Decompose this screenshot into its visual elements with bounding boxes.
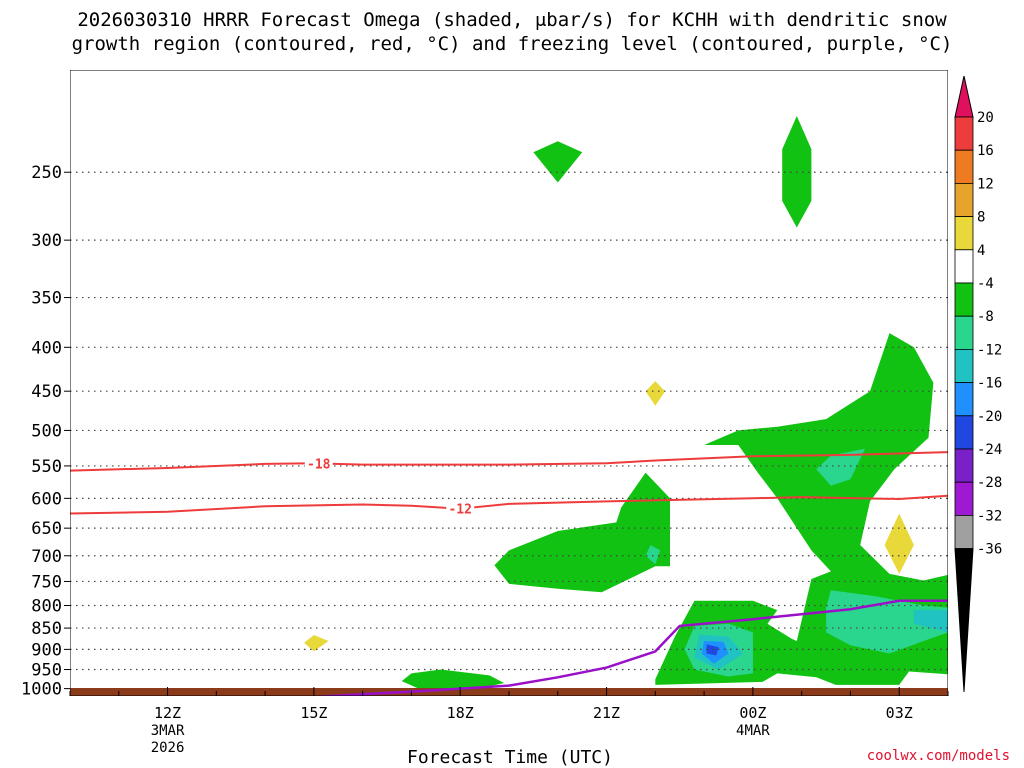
- y-tick-label-500: 500: [31, 421, 62, 441]
- y-tick-label-250: 250: [31, 163, 62, 183]
- colorbar-cell-5: [954, 282, 974, 317]
- colorbar-cell-10: [954, 448, 974, 483]
- y-tick-label-700: 700: [31, 547, 62, 567]
- y-tick-label-1000: 1000: [21, 680, 62, 700]
- credit-text: coolwx.com/models: [866, 748, 1010, 764]
- pressure-gridlines: [70, 171, 948, 690]
- y-tick-label-300: 300: [31, 231, 62, 251]
- colorbar-label-3: 8: [977, 210, 985, 226]
- x-axis-label: Forecast Time (UTC): [407, 747, 613, 768]
- y-tick-label-800: 800: [31, 597, 62, 617]
- colorbar-label-9: -20: [977, 409, 1002, 425]
- x-tick-label-12Z: 12Z: [154, 704, 181, 722]
- y-tick-label-400: 400: [31, 338, 62, 358]
- colorbar-label-7: -12: [977, 342, 1002, 358]
- omega-region-7: [494, 472, 670, 593]
- colorbar-cell-4: [954, 249, 974, 284]
- colorbar-cell-12: [954, 515, 974, 550]
- omega-region-8: [645, 545, 661, 565]
- colorbar-cell-3: [954, 216, 974, 251]
- colorbar-cell-11: [954, 481, 974, 516]
- colorbar-cell-0: [954, 116, 974, 151]
- y-tick-label-450: 450: [31, 382, 62, 402]
- dgz-label-18: -18: [307, 457, 331, 472]
- colorbar-cell-top: [954, 75, 974, 118]
- omega-shading-layer: [109, 116, 948, 695]
- y-tick-label-650: 650: [31, 519, 62, 539]
- colorbar-cell-bottom: [954, 548, 974, 693]
- colorbar-legend: 20 16 12 8 4 -4 -8 -12 -16 -20 -24 -28 -32 -36: [954, 75, 1002, 693]
- colorbar-cell-6: [954, 315, 974, 350]
- x-date-label-3MAR: 3MAR: [151, 723, 185, 739]
- omega-region-0: [533, 141, 583, 183]
- plot-area: -18 -12: [70, 70, 948, 696]
- y-tick-label-550: 550: [31, 457, 62, 477]
- colorbar-label-12: -32: [977, 508, 1002, 524]
- colorbar-cell-1: [954, 149, 974, 184]
- y-tick-label-600: 600: [31, 489, 62, 509]
- x-tick-label-15Z: 15Z: [300, 704, 327, 722]
- omega-region-4: [884, 513, 914, 574]
- dgz-contour-18: [70, 451, 948, 472]
- x-year-label-2026: 2026: [151, 740, 185, 756]
- colorbar-label-8: -16: [977, 376, 1002, 392]
- dgz-label-12: -12: [448, 503, 471, 518]
- dgz-contour-12: [70, 494, 948, 515]
- y-tick-label-900: 900: [31, 640, 62, 660]
- colorbar-cell-8: [954, 382, 974, 417]
- x-tick-label-03Z: 03Z: [886, 704, 913, 722]
- colorbar-label-4: 4: [977, 243, 985, 259]
- pressure-axis: 2503003504004505005506006507007508008509…: [21, 163, 70, 700]
- colorbar-label-10: -24: [977, 442, 1002, 458]
- x-tick-label-00Z: 00Z: [739, 704, 766, 722]
- omega-region-10: [816, 448, 866, 486]
- y-tick-label-750: 750: [31, 572, 62, 592]
- x-date-label-4MAR: 4MAR: [736, 723, 770, 739]
- dgz-label-bg-12: [446, 501, 475, 516]
- y-tick-label-350: 350: [31, 289, 62, 309]
- colorbar-cell-2: [954, 182, 974, 217]
- colorbar-label-6: -8: [977, 309, 994, 325]
- colorbar-label-11: -28: [977, 475, 1002, 491]
- chart-title-line-2: growth region (contoured, red, °C) and f…: [71, 33, 953, 55]
- colorbar-label-1: 16: [977, 143, 994, 159]
- chart-title-line-1: 2026030310 HRRR Forecast Omega (shaded, …: [77, 9, 947, 31]
- omega-region-3: [304, 635, 329, 652]
- omega-region-2: [645, 381, 666, 406]
- colorbar-label-0: 20: [977, 110, 994, 126]
- omega-region-5: [401, 669, 505, 690]
- colorbar-cell-9: [954, 415, 974, 450]
- omega-region-12: [913, 610, 948, 633]
- colorbar-label-5: -4: [977, 276, 994, 292]
- y-tick-label-850: 850: [31, 619, 62, 639]
- colorbar-cell-7: [954, 348, 974, 383]
- dgz-label-bg-18: [304, 456, 333, 471]
- colorbar-label-13: -36: [977, 542, 1002, 558]
- y-tick-label-950: 950: [31, 661, 62, 681]
- x-tick-label-18Z: 18Z: [447, 704, 474, 722]
- colorbar-label-2: 12: [977, 176, 994, 192]
- x-tick-label-21Z: 21Z: [593, 704, 620, 722]
